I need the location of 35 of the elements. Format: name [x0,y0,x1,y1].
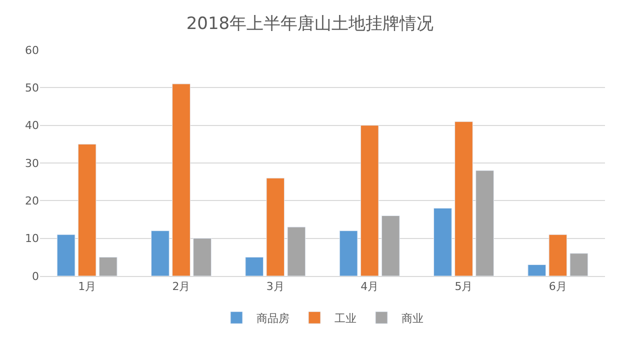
bar [193,238,212,276]
bar [245,256,264,276]
bar [56,234,76,276]
legend-label: 商品房 [256,312,290,325]
y-tick-label: 20 [25,194,39,208]
y-tick-label: 10 [25,232,39,246]
bar [360,125,379,276]
bar [151,230,170,276]
bar [476,170,494,276]
bar [266,178,285,276]
bar [570,253,588,276]
bar [172,84,190,276]
y-tick-label: 0 [32,270,39,283]
legend-label: 工业 [334,312,356,325]
bar [381,215,400,276]
bar [454,121,473,276]
x-tick-label: 5月 [454,280,473,294]
x-tick-label: 2月 [172,280,190,294]
y-tick-label: 50 [25,82,39,95]
x-tick-label: 4月 [360,280,379,294]
legend-label: 商业 [402,312,424,325]
y-tick-label: 40 [25,119,39,132]
bar [434,208,452,276]
chart-title: 2018年上半年唐山土地挂牌情况 [186,14,434,34]
bar [287,226,306,276]
bar [78,144,96,276]
bar [98,256,118,276]
y-tick-label: 60 [25,44,39,57]
y-tick-label: 30 [25,156,39,170]
x-tick-label: 6月 [548,280,567,294]
x-tick-label: 3月 [266,280,284,294]
bar [548,234,568,276]
bar [528,264,546,276]
bar [339,230,358,276]
x-tick-label: 1月 [78,280,96,294]
